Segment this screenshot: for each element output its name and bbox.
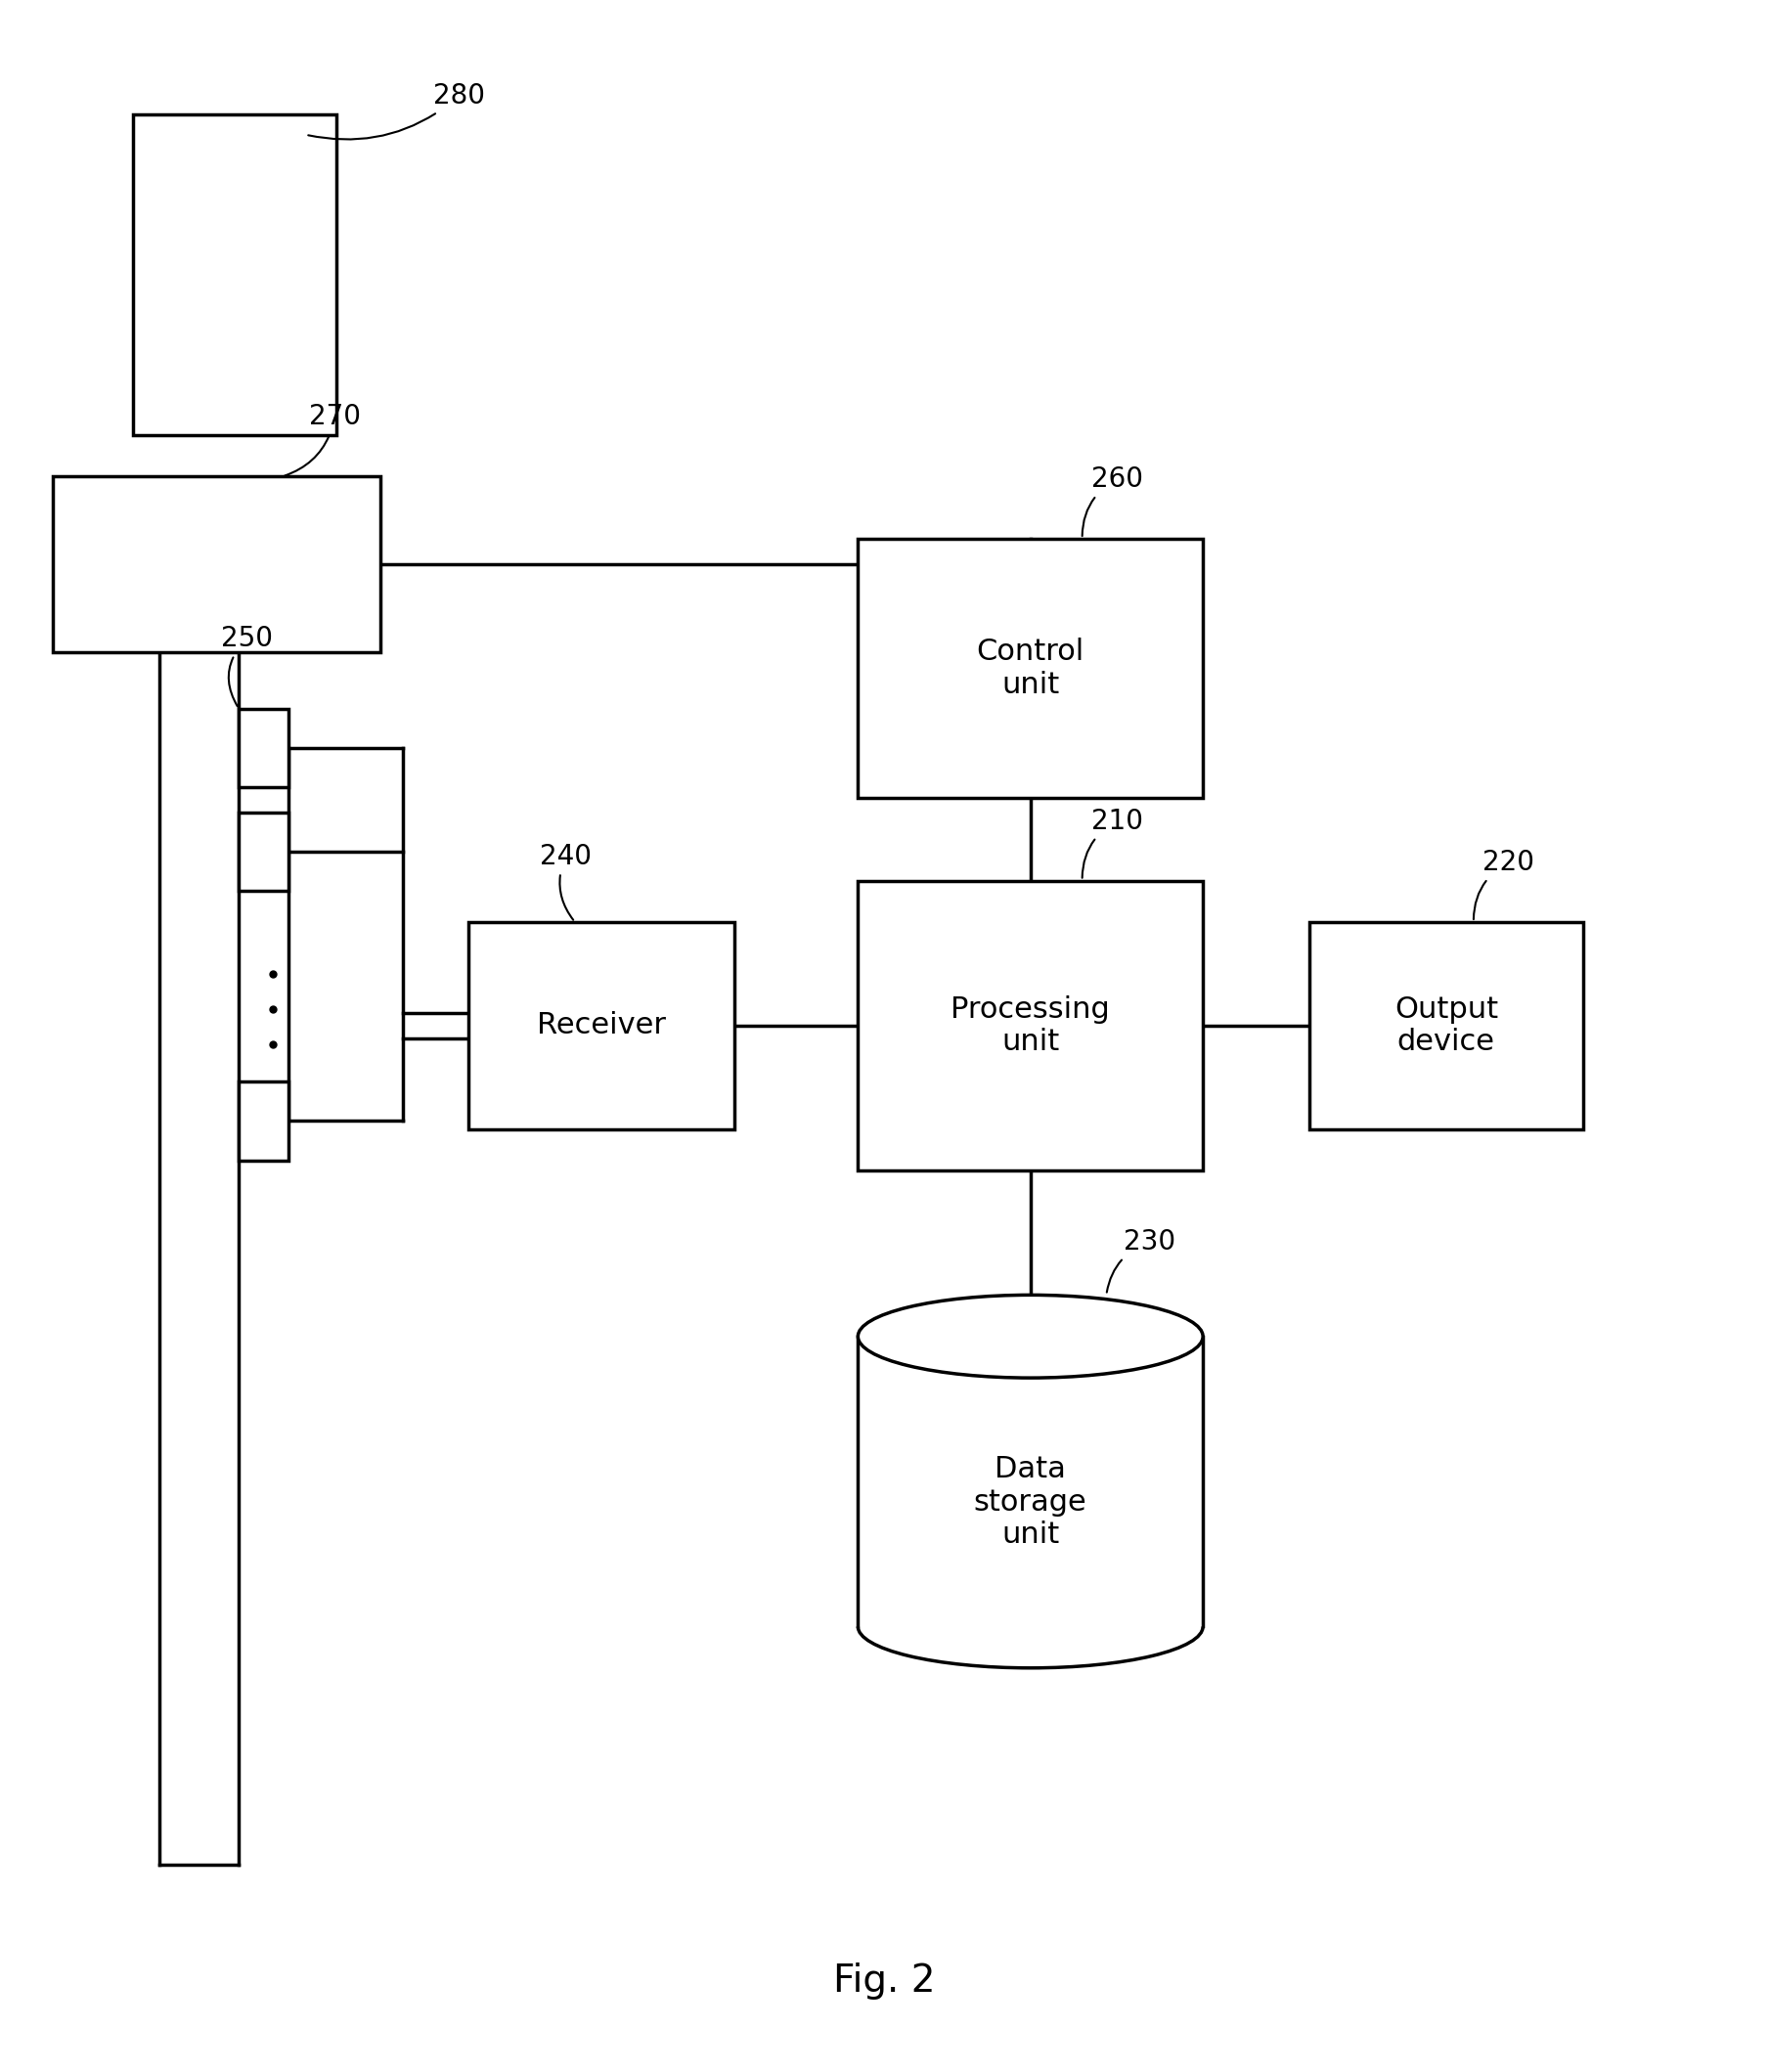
Bar <box>858 1336 1203 1668</box>
Ellipse shape <box>858 1295 1203 1378</box>
Text: Control
unit: Control unit <box>976 638 1084 698</box>
Text: 240: 240 <box>540 843 591 920</box>
FancyBboxPatch shape <box>1309 922 1583 1129</box>
Text: 260: 260 <box>1083 466 1143 537</box>
Text: Data
storage
unit: Data storage unit <box>975 1455 1086 1550</box>
FancyBboxPatch shape <box>469 922 734 1129</box>
FancyBboxPatch shape <box>239 812 288 891</box>
Text: Fig. 2: Fig. 2 <box>833 1962 936 1999</box>
FancyBboxPatch shape <box>239 709 288 787</box>
Text: 270: 270 <box>285 404 361 477</box>
FancyBboxPatch shape <box>53 477 380 653</box>
Text: 230: 230 <box>1107 1229 1176 1293</box>
FancyBboxPatch shape <box>133 114 336 435</box>
Text: Output
device: Output device <box>1394 995 1498 1057</box>
Text: 220: 220 <box>1474 850 1534 920</box>
Text: 250: 250 <box>221 626 272 707</box>
FancyBboxPatch shape <box>239 1082 288 1160</box>
Text: Processing
unit: Processing unit <box>952 995 1109 1057</box>
Text: 210: 210 <box>1083 808 1143 879</box>
Text: 280: 280 <box>308 83 485 139</box>
Text: Receiver: Receiver <box>538 1011 665 1040</box>
FancyBboxPatch shape <box>858 881 1203 1171</box>
FancyBboxPatch shape <box>858 539 1203 798</box>
